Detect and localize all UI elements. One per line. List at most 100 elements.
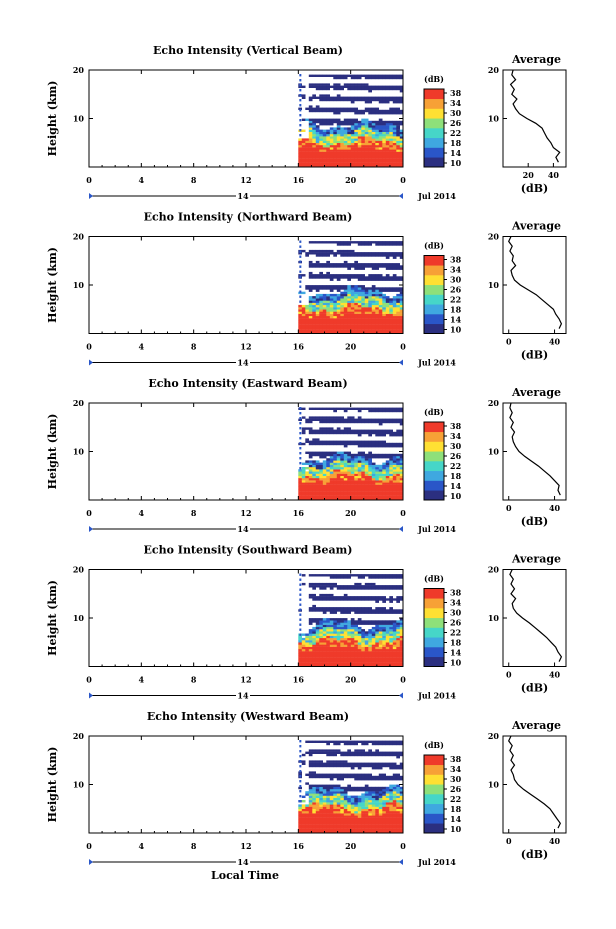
heatmap-cell bbox=[301, 94, 306, 97]
heatmap-cell bbox=[333, 469, 337, 472]
heatmap-cell bbox=[319, 775, 323, 779]
heatmap-cell bbox=[329, 309, 334, 312]
heatmap-cell bbox=[399, 596, 404, 599]
heatmap-cell bbox=[378, 313, 383, 317]
panel-5: Echo Intensity (Westward Beam)2010Height… bbox=[46, 710, 567, 867]
heatmap-cell bbox=[396, 241, 400, 244]
heatmap-cell bbox=[392, 491, 397, 494]
heatmap-cell bbox=[361, 460, 365, 463]
heatmap-cell bbox=[308, 252, 313, 255]
heatmap-cell bbox=[343, 149, 348, 152]
heatmap-cell bbox=[361, 160, 365, 163]
heatmap-cell bbox=[396, 659, 400, 663]
heatmap-cell bbox=[375, 469, 379, 472]
heatmap-cell bbox=[361, 129, 365, 132]
heatmap-cell bbox=[350, 585, 355, 588]
heatmap-cell bbox=[329, 467, 334, 470]
heatmap-cell bbox=[371, 409, 376, 413]
heatmap-cell bbox=[299, 129, 302, 132]
heatmap-cell bbox=[301, 478, 306, 481]
heatmap-cell bbox=[396, 478, 400, 481]
colorbar-tick-label: 22 bbox=[450, 461, 461, 471]
heatmap-cell bbox=[336, 800, 341, 803]
heatmap-cell bbox=[389, 762, 393, 765]
heatmap-cell bbox=[378, 254, 383, 257]
heatmap-cell bbox=[357, 622, 362, 625]
heatmap-cell bbox=[385, 112, 390, 115]
heatmap-cell bbox=[361, 158, 365, 161]
heatmap-cell bbox=[333, 657, 337, 661]
heatmap-cell bbox=[308, 98, 313, 102]
heatmap-cell bbox=[375, 138, 379, 141]
heatmap-cell bbox=[308, 331, 313, 334]
heatmap-cell bbox=[354, 762, 358, 765]
heatmap-cell bbox=[312, 241, 316, 244]
heatmap-cell bbox=[399, 767, 404, 770]
heatmap-cell bbox=[368, 491, 372, 494]
heatmap-cell bbox=[319, 740, 323, 743]
heatmap-cell bbox=[382, 826, 386, 829]
heatmap-cell bbox=[308, 489, 313, 492]
heatmap-cell bbox=[343, 276, 348, 279]
heatmap-cell bbox=[375, 489, 379, 492]
heatmap-cell bbox=[385, 296, 390, 299]
heatmap-cell bbox=[322, 655, 327, 658]
heatmap-cell bbox=[336, 598, 341, 601]
heatmap-cell bbox=[305, 804, 309, 807]
heatmap-cell bbox=[340, 819, 344, 823]
heatmap-cell bbox=[329, 431, 334, 435]
heatmap-cell bbox=[382, 98, 386, 102]
heatmap-cell bbox=[340, 322, 344, 325]
heatmap-cell bbox=[315, 254, 320, 257]
heatmap-cell bbox=[357, 469, 362, 472]
heatmap-cell bbox=[315, 624, 320, 628]
heatmap-cell bbox=[368, 804, 372, 807]
heatmap-cell bbox=[399, 824, 404, 827]
heatmap-cell bbox=[333, 804, 337, 807]
heatmap-cell bbox=[336, 609, 341, 612]
heatmap-cell bbox=[333, 265, 337, 268]
heatmap-cell bbox=[333, 241, 337, 244]
heatmap-cell bbox=[322, 158, 327, 161]
colorbar-tick-label: 14 bbox=[450, 148, 462, 158]
heatmap-cell bbox=[329, 633, 334, 636]
heatmap-cell bbox=[301, 473, 306, 476]
heatmap-cell bbox=[336, 797, 341, 801]
heatmap-cell bbox=[371, 495, 376, 498]
heatmap-cell bbox=[399, 651, 404, 654]
heatmap-cell bbox=[308, 315, 313, 319]
heatmap-cell bbox=[336, 822, 341, 825]
heatmap-cell bbox=[340, 598, 344, 601]
heatmap-cell bbox=[336, 467, 341, 470]
heatmap-cell bbox=[354, 298, 358, 301]
heatmap-cell bbox=[396, 473, 400, 476]
heatmap-cell bbox=[326, 624, 330, 628]
heatmap-cell bbox=[315, 786, 320, 790]
heatmap-cell bbox=[347, 775, 351, 779]
heatmap-cell bbox=[396, 637, 400, 641]
heatmap-cell bbox=[382, 802, 386, 805]
heatmap-cell bbox=[389, 318, 393, 321]
heatmap-cell bbox=[322, 751, 327, 754]
heatmap-cell bbox=[343, 274, 348, 277]
heatmap-cell bbox=[340, 74, 344, 77]
heatmap-cell bbox=[312, 495, 316, 498]
heatmap-cell bbox=[385, 469, 390, 472]
heatmap-cell bbox=[315, 322, 320, 325]
heatmap-cell bbox=[371, 633, 376, 636]
heatmap-cell bbox=[308, 407, 313, 410]
heatmap-cell bbox=[301, 664, 306, 667]
heatmap-cell bbox=[319, 773, 323, 776]
heatmap-cell bbox=[350, 635, 355, 639]
heatmap-cell bbox=[340, 296, 344, 299]
heatmap-cell bbox=[350, 416, 355, 419]
heatmap-cell bbox=[361, 442, 365, 446]
heatmap-cell bbox=[350, 802, 355, 805]
heatmap-cell bbox=[326, 74, 330, 77]
heatmap-cell bbox=[340, 624, 344, 628]
heatmap-cell bbox=[399, 434, 404, 437]
heatmap-cell bbox=[298, 808, 302, 812]
heatmap-cell bbox=[350, 407, 355, 410]
heatmap-cell bbox=[382, 493, 386, 496]
heatmap-cell bbox=[361, 125, 365, 128]
